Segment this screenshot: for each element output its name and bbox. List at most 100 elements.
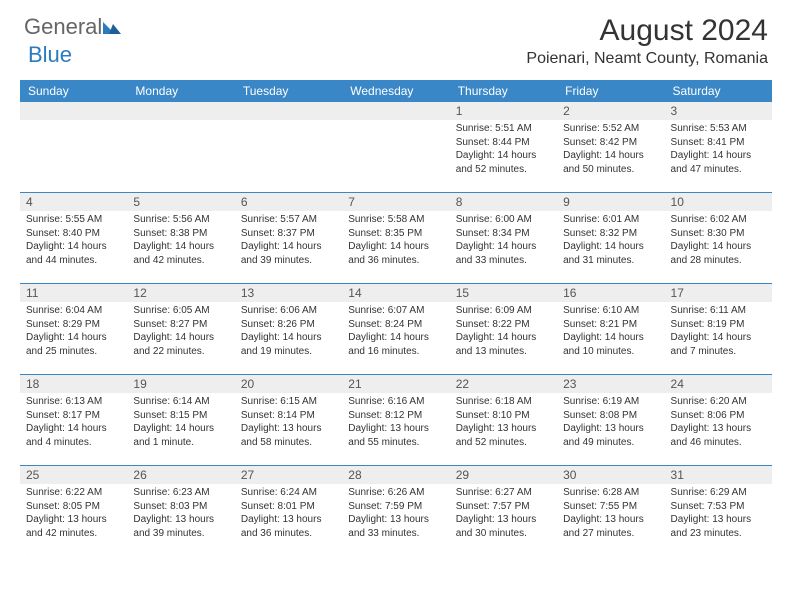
day-info-line: Daylight: 13 hours — [348, 422, 443, 436]
day-info-line: Daylight: 14 hours — [133, 422, 228, 436]
calendar-cell: Sunrise: 6:28 AMSunset: 7:55 PMDaylight:… — [557, 484, 664, 556]
calendar-cell: Sunrise: 5:52 AMSunset: 8:42 PMDaylight:… — [557, 120, 664, 192]
daynum-row: 25262728293031 — [20, 466, 772, 484]
day-info-line: and 52 minutes. — [456, 163, 551, 177]
day-info-line: Sunset: 7:59 PM — [348, 500, 443, 514]
day-info-line: Sunrise: 5:53 AM — [671, 122, 766, 136]
day-info-line: Sunrise: 6:04 AM — [26, 304, 121, 318]
day-info-line: Sunrise: 5:55 AM — [26, 213, 121, 227]
day-info-line: and 19 minutes. — [241, 345, 336, 359]
day-info-line: and 27 minutes. — [563, 527, 658, 541]
day-info-line: Daylight: 14 hours — [133, 331, 228, 345]
day-info-line: Sunrise: 6:01 AM — [563, 213, 658, 227]
day-info-line: and 42 minutes. — [26, 527, 121, 541]
day-info-line: and 55 minutes. — [348, 436, 443, 450]
day-info-line: and 47 minutes. — [671, 163, 766, 177]
day-info-line: and 22 minutes. — [133, 345, 228, 359]
day-info-line: Daylight: 14 hours — [456, 149, 551, 163]
daynum-row: 18192021222324 — [20, 375, 772, 393]
day-info-line: Daylight: 14 hours — [671, 240, 766, 254]
day-info-line: Sunrise: 6:28 AM — [563, 486, 658, 500]
dayhead-mon: Monday — [127, 80, 234, 102]
calendar-week: Sunrise: 5:55 AMSunset: 8:40 PMDaylight:… — [20, 211, 772, 284]
day-info: Sunrise: 5:52 AMSunset: 8:42 PMDaylight:… — [563, 122, 658, 176]
day-info-line: Daylight: 14 hours — [348, 331, 443, 345]
day-info-line: Daylight: 13 hours — [671, 422, 766, 436]
day-info-line: Daylight: 13 hours — [133, 513, 228, 527]
daynum-row: 123 — [20, 102, 772, 120]
day-info-line: and 31 minutes. — [563, 254, 658, 268]
day-info-line: Sunrise: 5:58 AM — [348, 213, 443, 227]
day-number: 27 — [235, 466, 342, 484]
day-info-line: Sunrise: 6:00 AM — [456, 213, 551, 227]
day-info: Sunrise: 6:13 AMSunset: 8:17 PMDaylight:… — [26, 395, 121, 449]
day-info: Sunrise: 6:23 AMSunset: 8:03 PMDaylight:… — [133, 486, 228, 540]
day-info-line: Sunrise: 6:22 AM — [26, 486, 121, 500]
day-info: Sunrise: 6:19 AMSunset: 8:08 PMDaylight:… — [563, 395, 658, 449]
day-info: Sunrise: 6:18 AMSunset: 8:10 PMDaylight:… — [456, 395, 551, 449]
day-info-line: and 10 minutes. — [563, 345, 658, 359]
day-info: Sunrise: 6:09 AMSunset: 8:22 PMDaylight:… — [456, 304, 551, 358]
dayhead-thu: Thursday — [450, 80, 557, 102]
day-info: Sunrise: 6:28 AMSunset: 7:55 PMDaylight:… — [563, 486, 658, 540]
day-info: Sunrise: 6:14 AMSunset: 8:15 PMDaylight:… — [133, 395, 228, 449]
day-info-line: Sunrise: 6:15 AM — [241, 395, 336, 409]
day-info-line: and 30 minutes. — [456, 527, 551, 541]
calendar-cell: Sunrise: 5:57 AMSunset: 8:37 PMDaylight:… — [235, 211, 342, 283]
calendar-cell: Sunrise: 6:11 AMSunset: 8:19 PMDaylight:… — [665, 302, 772, 374]
day-info-line: Daylight: 13 hours — [456, 422, 551, 436]
day-info: Sunrise: 6:01 AMSunset: 8:32 PMDaylight:… — [563, 213, 658, 267]
calendar-cell: Sunrise: 5:53 AMSunset: 8:41 PMDaylight:… — [665, 120, 772, 192]
day-info-line: and 36 minutes. — [348, 254, 443, 268]
day-info-line: Sunrise: 6:26 AM — [348, 486, 443, 500]
day-info-line: Daylight: 14 hours — [348, 240, 443, 254]
day-info-line: and 58 minutes. — [241, 436, 336, 450]
day-info: Sunrise: 5:51 AMSunset: 8:44 PMDaylight:… — [456, 122, 551, 176]
day-number: 10 — [665, 193, 772, 211]
day-info-line: and 39 minutes. — [241, 254, 336, 268]
day-info-line: Sunset: 8:42 PM — [563, 136, 658, 150]
brand-triangle-icon — [103, 14, 121, 40]
day-number: 5 — [127, 193, 234, 211]
day-info-line: Sunset: 8:14 PM — [241, 409, 336, 423]
calendar-cell: Sunrise: 6:10 AMSunset: 8:21 PMDaylight:… — [557, 302, 664, 374]
day-info: Sunrise: 5:55 AMSunset: 8:40 PMDaylight:… — [26, 213, 121, 267]
day-info-line: Sunset: 8:26 PM — [241, 318, 336, 332]
calendar-cell: Sunrise: 5:55 AMSunset: 8:40 PMDaylight:… — [20, 211, 127, 283]
day-info-line: Sunset: 7:55 PM — [563, 500, 658, 514]
day-info-line: Sunset: 8:22 PM — [456, 318, 551, 332]
calendar-cell: Sunrise: 6:01 AMSunset: 8:32 PMDaylight:… — [557, 211, 664, 283]
calendar-cell: Sunrise: 6:16 AMSunset: 8:12 PMDaylight:… — [342, 393, 449, 465]
dayhead-sat: Saturday — [665, 80, 772, 102]
day-info-line: Daylight: 14 hours — [241, 240, 336, 254]
day-info: Sunrise: 5:58 AMSunset: 8:35 PMDaylight:… — [348, 213, 443, 267]
day-number: 23 — [557, 375, 664, 393]
day-info: Sunrise: 6:04 AMSunset: 8:29 PMDaylight:… — [26, 304, 121, 358]
day-number: 29 — [450, 466, 557, 484]
day-info-line: Daylight: 13 hours — [671, 513, 766, 527]
location-text: Poienari, Neamt County, Romania — [526, 50, 768, 68]
day-number: 3 — [665, 102, 772, 120]
day-info-line: Daylight: 13 hours — [241, 422, 336, 436]
day-info: Sunrise: 6:10 AMSunset: 8:21 PMDaylight:… — [563, 304, 658, 358]
day-info-line: Sunset: 8:03 PM — [133, 500, 228, 514]
calendar-cell: Sunrise: 6:07 AMSunset: 8:24 PMDaylight:… — [342, 302, 449, 374]
day-number: 1 — [450, 102, 557, 120]
calendar-cell: Sunrise: 5:58 AMSunset: 8:35 PMDaylight:… — [342, 211, 449, 283]
day-info-line: Sunset: 8:05 PM — [26, 500, 121, 514]
day-info-line: and 46 minutes. — [671, 436, 766, 450]
day-number: 17 — [665, 284, 772, 302]
day-info: Sunrise: 6:02 AMSunset: 8:30 PMDaylight:… — [671, 213, 766, 267]
day-info-line: Daylight: 14 hours — [26, 240, 121, 254]
day-info: Sunrise: 6:22 AMSunset: 8:05 PMDaylight:… — [26, 486, 121, 540]
calendar-cell: Sunrise: 6:15 AMSunset: 8:14 PMDaylight:… — [235, 393, 342, 465]
calendar-week: Sunrise: 6:13 AMSunset: 8:17 PMDaylight:… — [20, 393, 772, 466]
day-number: 26 — [127, 466, 234, 484]
day-info-line: Sunrise: 6:14 AM — [133, 395, 228, 409]
day-number: 19 — [127, 375, 234, 393]
day-info-line: Daylight: 14 hours — [671, 331, 766, 345]
day-info-line: and 13 minutes. — [456, 345, 551, 359]
day-info-line: Sunset: 8:29 PM — [26, 318, 121, 332]
day-info-line: and 44 minutes. — [26, 254, 121, 268]
calendar-cell: Sunrise: 6:06 AMSunset: 8:26 PMDaylight:… — [235, 302, 342, 374]
